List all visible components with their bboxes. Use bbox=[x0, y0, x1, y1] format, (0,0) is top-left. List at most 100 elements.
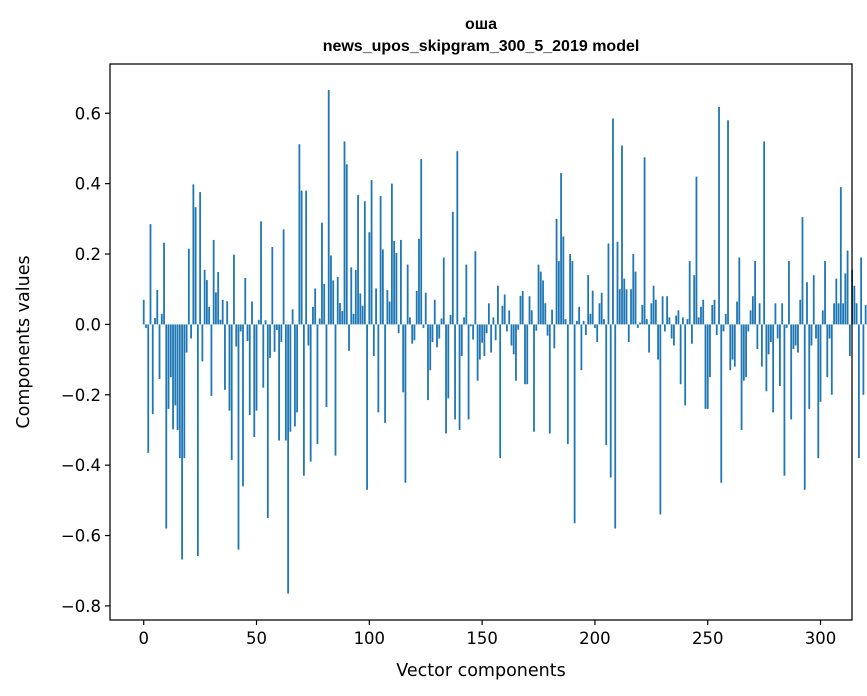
bar bbox=[298, 144, 301, 325]
bar bbox=[794, 324, 797, 346]
bar bbox=[205, 280, 208, 325]
bar bbox=[160, 313, 163, 325]
bar bbox=[697, 317, 700, 325]
y-tick-label: −0.6 bbox=[61, 527, 101, 546]
y-tick-label: 0.2 bbox=[75, 245, 101, 264]
bar bbox=[627, 324, 630, 342]
bar bbox=[375, 288, 377, 325]
bar bbox=[368, 232, 371, 325]
bar bbox=[255, 324, 258, 411]
bar bbox=[264, 320, 267, 325]
bar bbox=[810, 324, 813, 346]
bar bbox=[747, 324, 750, 332]
bar bbox=[508, 310, 511, 325]
bar bbox=[785, 324, 788, 328]
bar bbox=[580, 324, 583, 371]
bar bbox=[603, 319, 605, 325]
bar bbox=[262, 324, 265, 388]
bar bbox=[573, 324, 576, 524]
bar bbox=[253, 324, 256, 438]
bar bbox=[332, 280, 335, 325]
bar bbox=[487, 303, 490, 325]
bar bbox=[187, 248, 190, 325]
bar bbox=[546, 324, 549, 336]
bar bbox=[776, 324, 779, 339]
bar bbox=[839, 187, 842, 325]
bar bbox=[257, 319, 260, 325]
bar bbox=[300, 190, 303, 325]
bar bbox=[742, 324, 745, 381]
bar bbox=[431, 324, 434, 342]
y-tick-label: 0.0 bbox=[75, 315, 101, 334]
bar bbox=[469, 324, 472, 327]
bar bbox=[724, 313, 727, 325]
bar bbox=[564, 319, 567, 325]
bar bbox=[246, 324, 249, 341]
bar bbox=[436, 324, 438, 348]
bar bbox=[557, 261, 560, 325]
bar bbox=[806, 282, 808, 325]
bar bbox=[413, 324, 416, 341]
bar bbox=[424, 292, 427, 325]
bar bbox=[765, 324, 768, 392]
bar bbox=[287, 324, 290, 594]
bar bbox=[551, 309, 553, 325]
plot-frame bbox=[109, 63, 853, 621]
bar bbox=[519, 295, 522, 325]
bar bbox=[149, 224, 152, 325]
bar bbox=[535, 324, 538, 331]
bar bbox=[219, 319, 222, 325]
bar bbox=[616, 241, 619, 325]
bar bbox=[321, 222, 323, 325]
x-tick-label: 0 bbox=[138, 629, 149, 648]
bar bbox=[560, 173, 562, 325]
bar bbox=[190, 324, 192, 339]
bar bbox=[641, 305, 644, 325]
bar bbox=[659, 324, 662, 515]
bar bbox=[199, 192, 202, 325]
bar bbox=[176, 324, 179, 430]
bar bbox=[632, 254, 635, 325]
bar bbox=[596, 324, 599, 342]
bar bbox=[458, 324, 461, 430]
y-tick-label: −0.2 bbox=[61, 386, 101, 405]
bar bbox=[169, 324, 172, 378]
bar bbox=[819, 324, 822, 402]
bar bbox=[323, 283, 326, 325]
bar bbox=[284, 324, 287, 441]
bar bbox=[645, 319, 648, 325]
bar bbox=[688, 261, 691, 325]
bar bbox=[853, 285, 856, 325]
bar bbox=[325, 324, 328, 408]
bar bbox=[693, 275, 696, 325]
bar bbox=[812, 275, 815, 325]
bar bbox=[235, 324, 238, 347]
bar bbox=[372, 324, 375, 357]
bar bbox=[767, 324, 770, 355]
x-tick-label: 250 bbox=[692, 629, 724, 648]
bar bbox=[751, 296, 754, 325]
bar bbox=[330, 255, 332, 325]
bar bbox=[598, 303, 601, 325]
bar bbox=[163, 242, 165, 325]
bar bbox=[381, 249, 384, 325]
bar bbox=[345, 164, 348, 325]
bar bbox=[797, 324, 799, 353]
y-axis-ticks: −0.8 −0.6 −0.4 −0.2 0.0 0.2 0.4 0.6 bbox=[61, 104, 110, 616]
bar bbox=[422, 324, 425, 328]
bar bbox=[677, 310, 680, 325]
bar bbox=[388, 301, 391, 325]
bar bbox=[830, 324, 833, 395]
bar bbox=[844, 273, 847, 325]
bar bbox=[826, 324, 829, 378]
bar bbox=[327, 90, 330, 325]
bar bbox=[569, 254, 572, 325]
bar bbox=[397, 324, 400, 334]
bar bbox=[772, 324, 775, 413]
bar bbox=[670, 324, 673, 339]
bar bbox=[571, 261, 574, 325]
chart-title: оша bbox=[465, 16, 497, 33]
bar bbox=[309, 324, 312, 462]
bar bbox=[269, 324, 271, 358]
bar bbox=[271, 246, 274, 325]
